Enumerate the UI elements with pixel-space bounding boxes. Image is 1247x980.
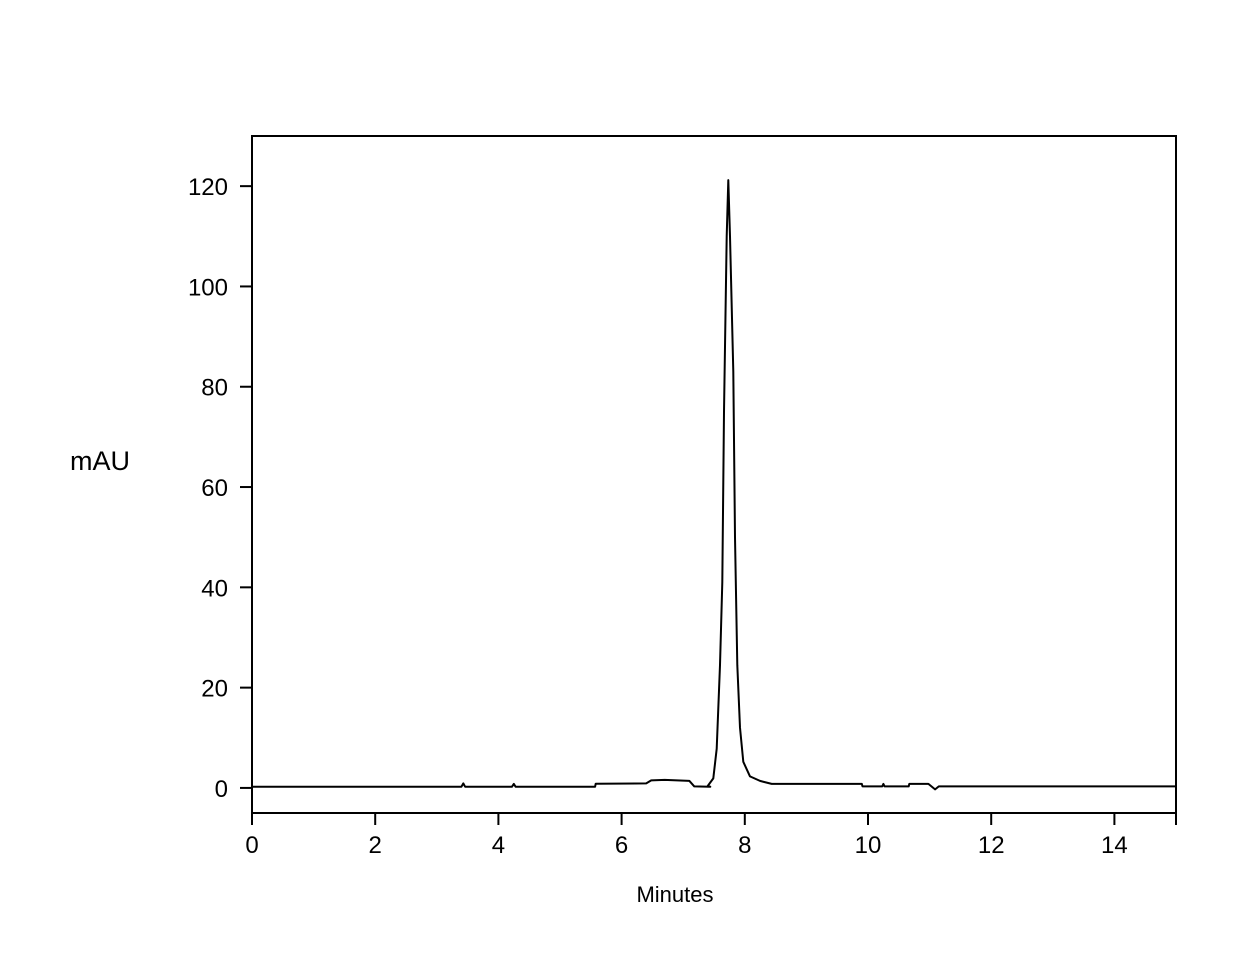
x-tick-label: 2: [369, 832, 382, 859]
y-tick-label: 60: [201, 475, 228, 502]
y-axis-ticks: 0 20 40 60 80 100 120: [188, 174, 252, 803]
y-tick-label: 0: [215, 776, 228, 803]
plot-frame: [251, 135, 1177, 814]
chromatogram-trace: [252, 179, 1176, 791]
y-tick-label: 80: [201, 375, 228, 402]
x-tick-label: 8: [738, 832, 751, 859]
y-tick-label: 120: [188, 174, 228, 201]
x-tick-label: 0: [245, 832, 258, 859]
y-tick-label: 20: [201, 676, 228, 703]
x-tick-label: 4: [492, 832, 505, 859]
y-tick-label: 100: [188, 274, 228, 301]
x-tick-label: 6: [615, 832, 628, 859]
x-axis-title: Minutes: [636, 882, 713, 907]
x-tick-label: 12: [978, 832, 1005, 859]
y-axis-title: mAU: [70, 446, 130, 476]
y-tick-label: 40: [201, 575, 228, 602]
x-axis-ticks: 0 2 4 6 8 10 12 14: [245, 813, 1177, 859]
x-tick-label: 14: [1101, 832, 1128, 859]
x-tick-label: 10: [855, 832, 882, 859]
